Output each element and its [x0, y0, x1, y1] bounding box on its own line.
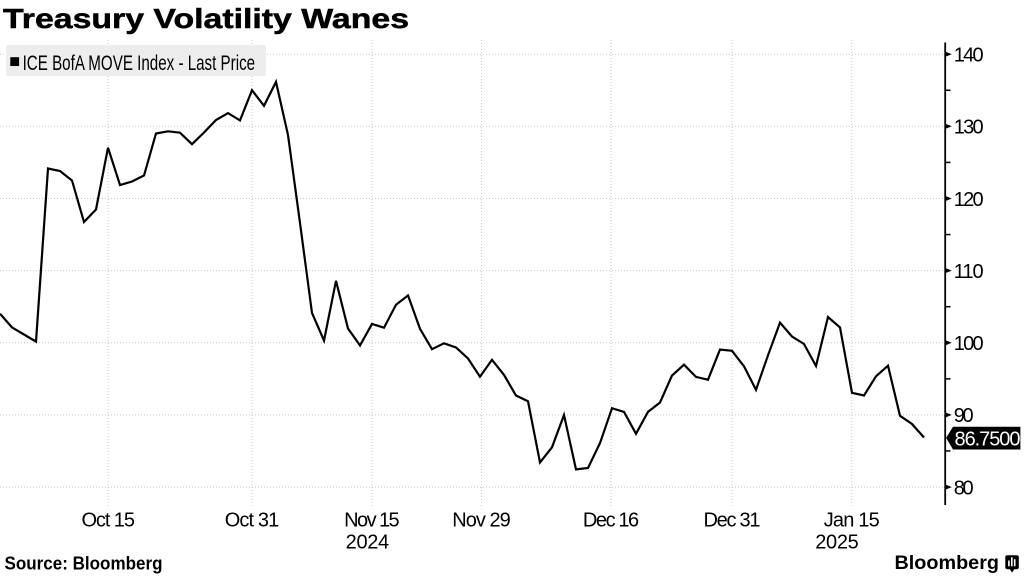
- svg-text:Treasury Volatility Wanes: Treasury Volatility Wanes: [3, 3, 409, 34]
- svg-text:2025: 2025: [815, 532, 859, 554]
- svg-text:Nov 15: Nov 15: [344, 510, 400, 532]
- svg-text:86.7500: 86.7500: [955, 428, 1021, 450]
- svg-text:ICE BofA MOVE Index - Last Pri: ICE BofA MOVE Index - Last Price: [23, 51, 256, 75]
- svg-text:80: 80: [954, 477, 974, 499]
- svg-text:130: 130: [954, 117, 984, 139]
- svg-text:90: 90: [954, 405, 974, 427]
- svg-text:Oct 31: Oct 31: [225, 510, 280, 532]
- svg-text:110: 110: [954, 261, 984, 283]
- svg-text:Dec 31: Dec 31: [704, 510, 761, 532]
- svg-text:Jan 15: Jan 15: [824, 510, 880, 532]
- svg-text:Oct 15: Oct 15: [81, 510, 135, 532]
- svg-text:100: 100: [954, 333, 984, 355]
- svg-text:Dec 16: Dec 16: [583, 510, 639, 532]
- svg-text:Bloomberg: Bloomberg: [895, 552, 1000, 574]
- svg-text:Nov 29: Nov 29: [452, 510, 511, 532]
- svg-text:2024: 2024: [346, 532, 390, 554]
- svg-text:140: 140: [954, 45, 984, 67]
- svg-text:Source: Bloomberg: Source: Bloomberg: [5, 554, 163, 574]
- svg-text:120: 120: [954, 189, 984, 211]
